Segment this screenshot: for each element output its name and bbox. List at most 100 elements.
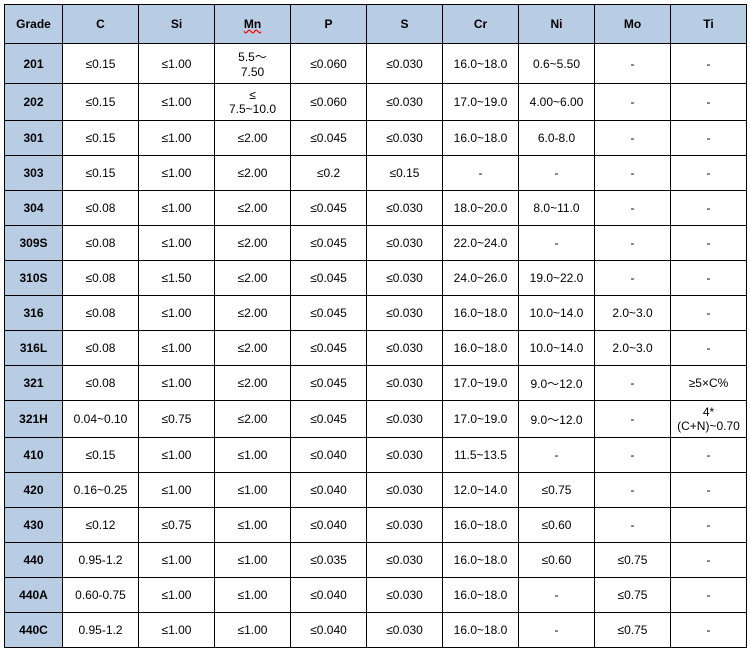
- cell-p: ≤0.045: [291, 331, 367, 366]
- cell-cr: 16.0~18.0: [443, 331, 519, 366]
- cell-grade: 309S: [5, 226, 63, 261]
- table-row: 309S≤0.08≤1.00≤2.00≤0.045≤0.03022.0~24.0…: [5, 226, 747, 261]
- cell-c: ≤0.08: [63, 261, 139, 296]
- cell-s: ≤0.15: [367, 156, 443, 191]
- cell-c: ≤0.15: [63, 44, 139, 84]
- cell-mn: ≤2.00: [215, 156, 291, 191]
- cell-si: ≤1.00: [139, 331, 215, 366]
- cell-cr: -: [443, 156, 519, 191]
- cell-grade: 321H: [5, 401, 63, 438]
- cell-grade: 316L: [5, 331, 63, 366]
- cell-cr: 22.0~24.0: [443, 226, 519, 261]
- cell-cr: 17.0~19.0: [443, 401, 519, 438]
- cell-ti: -: [671, 578, 747, 613]
- cell-si: ≤1.50: [139, 261, 215, 296]
- cell-ti: -: [671, 508, 747, 543]
- cell-mo: -: [595, 508, 671, 543]
- cell-ni: 10.0~14.0: [519, 296, 595, 331]
- cell-c: ≤0.08: [63, 191, 139, 226]
- col-header-s: S: [367, 5, 443, 44]
- cell-s: ≤0.030: [367, 226, 443, 261]
- cell-ni: 10.0~14.0: [519, 331, 595, 366]
- table-row: 4400.95-1.2≤1.00≤1.00≤0.035≤0.03016.0~18…: [5, 543, 747, 578]
- cell-mn: ≤2.00: [215, 191, 291, 226]
- cell-s: ≤0.030: [367, 613, 443, 648]
- cell-si: ≤0.75: [139, 508, 215, 543]
- cell-cr: 16.0~18.0: [443, 613, 519, 648]
- table-row: 430≤0.12≤0.75≤1.00≤0.040≤0.03016.0~18.0≤…: [5, 508, 747, 543]
- cell-ni: -: [519, 578, 595, 613]
- cell-mn: ≤1.00: [215, 578, 291, 613]
- table-row: 4200.16~0.25≤1.00≤1.00≤0.040≤0.03012.0~1…: [5, 473, 747, 508]
- cell-mo: ≤0.75: [595, 578, 671, 613]
- cell-ni: -: [519, 613, 595, 648]
- cell-p: ≤0.045: [291, 191, 367, 226]
- cell-mo: -: [595, 84, 671, 121]
- cell-c: 0.60-0.75: [63, 578, 139, 613]
- cell-mo: -: [595, 44, 671, 84]
- cell-ni: -: [519, 438, 595, 473]
- cell-mo: 2.0~3.0: [595, 331, 671, 366]
- cell-p: ≤0.035: [291, 543, 367, 578]
- cell-ni: ≤0.60: [519, 543, 595, 578]
- cell-cr: 16.0~18.0: [443, 508, 519, 543]
- table-row: 440A0.60-0.75≤1.00≤1.00≤0.040≤0.03016.0~…: [5, 578, 747, 613]
- cell-grade: 202: [5, 84, 63, 121]
- cell-c: 0.16~0.25: [63, 473, 139, 508]
- cell-s: ≤0.030: [367, 508, 443, 543]
- cell-p: ≤0.045: [291, 401, 367, 438]
- cell-ti: -: [671, 156, 747, 191]
- cell-p: ≤0.2: [291, 156, 367, 191]
- cell-grade: 304: [5, 191, 63, 226]
- cell-cr: 16.0~18.0: [443, 296, 519, 331]
- cell-grade: 310S: [5, 261, 63, 296]
- cell-ti: -: [671, 331, 747, 366]
- cell-p: ≤0.040: [291, 508, 367, 543]
- cell-s: ≤0.030: [367, 331, 443, 366]
- table-row: 316L≤0.08≤1.00≤2.00≤0.045≤0.03016.0~18.0…: [5, 331, 747, 366]
- cell-mn: ≤1.00: [215, 473, 291, 508]
- cell-grade: 440A: [5, 578, 63, 613]
- col-header-p: P: [291, 5, 367, 44]
- cell-mo: ≤0.75: [595, 613, 671, 648]
- table-row: 304≤0.08≤1.00≤2.00≤0.045≤0.03018.0~20.08…: [5, 191, 747, 226]
- cell-grade: 410: [5, 438, 63, 473]
- cell-c: ≤0.15: [63, 121, 139, 156]
- cell-ti: -: [671, 296, 747, 331]
- cell-cr: 24.0~26.0: [443, 261, 519, 296]
- cell-grade: 303: [5, 156, 63, 191]
- cell-si: ≤1.00: [139, 366, 215, 401]
- cell-ni: 19.0~22.0: [519, 261, 595, 296]
- cell-mn: ≤2.00: [215, 296, 291, 331]
- table-row: 303≤0.15≤1.00≤2.00≤0.2≤0.15----: [5, 156, 747, 191]
- cell-mn: ≤2.00: [215, 401, 291, 438]
- cell-c: 0.95-1.2: [63, 543, 139, 578]
- cell-mo: -: [595, 191, 671, 226]
- cell-mo: ≤0.75: [595, 543, 671, 578]
- cell-si: ≤1.00: [139, 578, 215, 613]
- cell-si: ≤1.00: [139, 191, 215, 226]
- cell-p: ≤0.045: [291, 226, 367, 261]
- cell-ni: 6.0-8.0: [519, 121, 595, 156]
- cell-ni: 9.0～12.0: [519, 401, 595, 438]
- cell-si: ≤1.00: [139, 473, 215, 508]
- cell-c: ≤0.12: [63, 508, 139, 543]
- cell-ti: -: [671, 613, 747, 648]
- cell-grade: 440C: [5, 613, 63, 648]
- cell-mo: -: [595, 401, 671, 438]
- cell-c: ≤0.08: [63, 296, 139, 331]
- cell-mn: ≤2.00: [215, 121, 291, 156]
- cell-grade: 316: [5, 296, 63, 331]
- cell-mn: ≤1.00: [215, 438, 291, 473]
- cell-ti: -: [671, 44, 747, 84]
- cell-grade: 420: [5, 473, 63, 508]
- cell-p: ≤0.045: [291, 366, 367, 401]
- cell-si: ≤1.00: [139, 156, 215, 191]
- cell-mo: 2.0~3.0: [595, 296, 671, 331]
- cell-mo: -: [595, 226, 671, 261]
- cell-mo: -: [595, 473, 671, 508]
- cell-ni: ≤0.60: [519, 508, 595, 543]
- cell-si: ≤1.00: [139, 226, 215, 261]
- cell-ti: -: [671, 226, 747, 261]
- cell-p: ≤0.060: [291, 84, 367, 121]
